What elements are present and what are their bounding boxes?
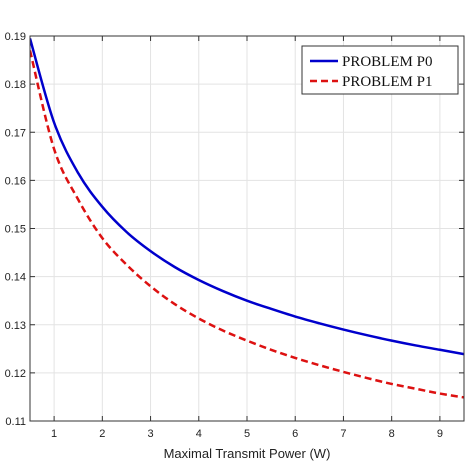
series-layer: [30, 38, 464, 399]
y-tick-label: 0.17: [5, 127, 26, 139]
series-line-p0: [30, 38, 464, 356]
x-tick-label: 3: [147, 428, 153, 440]
legend-label: PROBLEM P0: [342, 54, 432, 70]
x-tick-label: 5: [244, 428, 250, 440]
x-tick-label: 9: [437, 428, 443, 440]
y-tick-label: 0.16: [5, 175, 26, 187]
y-tick-label: 0.14: [5, 272, 26, 284]
y-tick-label: 0.12: [5, 368, 26, 380]
axis-ticks: [30, 35, 464, 422]
x-tick-label: 8: [389, 428, 395, 440]
y-tick-label: 0.11: [5, 416, 26, 428]
legend: PROBLEM P0 PROBLEM P1: [301, 45, 459, 95]
x-axis-label: Maximal Transmit Power (W): [164, 446, 331, 461]
x-tick-label: 7: [340, 428, 346, 440]
y-tick-label: 0.13: [5, 320, 26, 332]
legend-label: PROBLEM P1: [342, 74, 432, 90]
legend-box: [301, 45, 459, 95]
x-tick-label: 2: [99, 428, 105, 440]
x-tick-label: 6: [292, 428, 298, 440]
x-tick-label: 4: [196, 428, 202, 440]
y-tick-label: 0.15: [5, 224, 26, 236]
x-tick-label: 1: [51, 428, 57, 440]
axis-tick-labels: 1 2 3 4 5 6 7 8 9 0.11 0.12 0.13 0.14 0.15 0.16 0.17 0.1…: [5, 31, 443, 440]
y-tick-label: 0.19: [5, 31, 26, 43]
y-tick-label: 0.18: [5, 79, 26, 91]
series-line-p1: [30, 50, 464, 399]
